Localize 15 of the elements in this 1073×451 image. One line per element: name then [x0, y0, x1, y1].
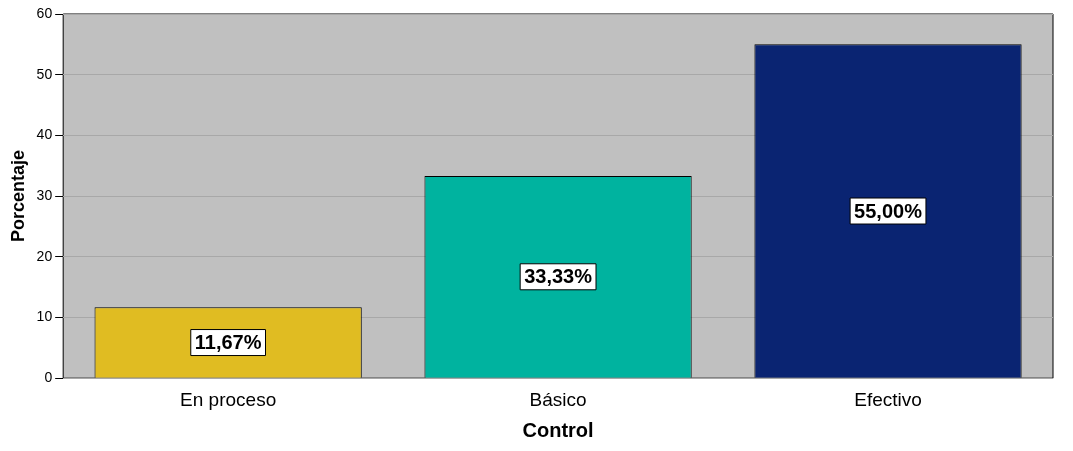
y-tick-label: 40: [36, 126, 53, 143]
y-tick-label: 10: [36, 308, 53, 325]
y-tick-label: 0: [44, 369, 53, 386]
data-label: 11,67%: [194, 331, 262, 354]
x-tick-label: En proceso: [180, 388, 277, 410]
x-tick-label: Básico: [529, 388, 587, 410]
x-tick-label: Efectivo: [854, 388, 922, 410]
y-tick-label: 50: [36, 65, 53, 82]
y-axis-title: Porcentaje: [7, 150, 28, 243]
y-tick-label: 60: [36, 4, 53, 21]
y-tick-label: 20: [36, 247, 53, 264]
data-label: 33,33%: [524, 265, 593, 288]
data-label: 55,00%: [854, 199, 923, 222]
y-tick-label: 30: [36, 186, 53, 203]
x-axis-title: Control: [522, 418, 594, 441]
